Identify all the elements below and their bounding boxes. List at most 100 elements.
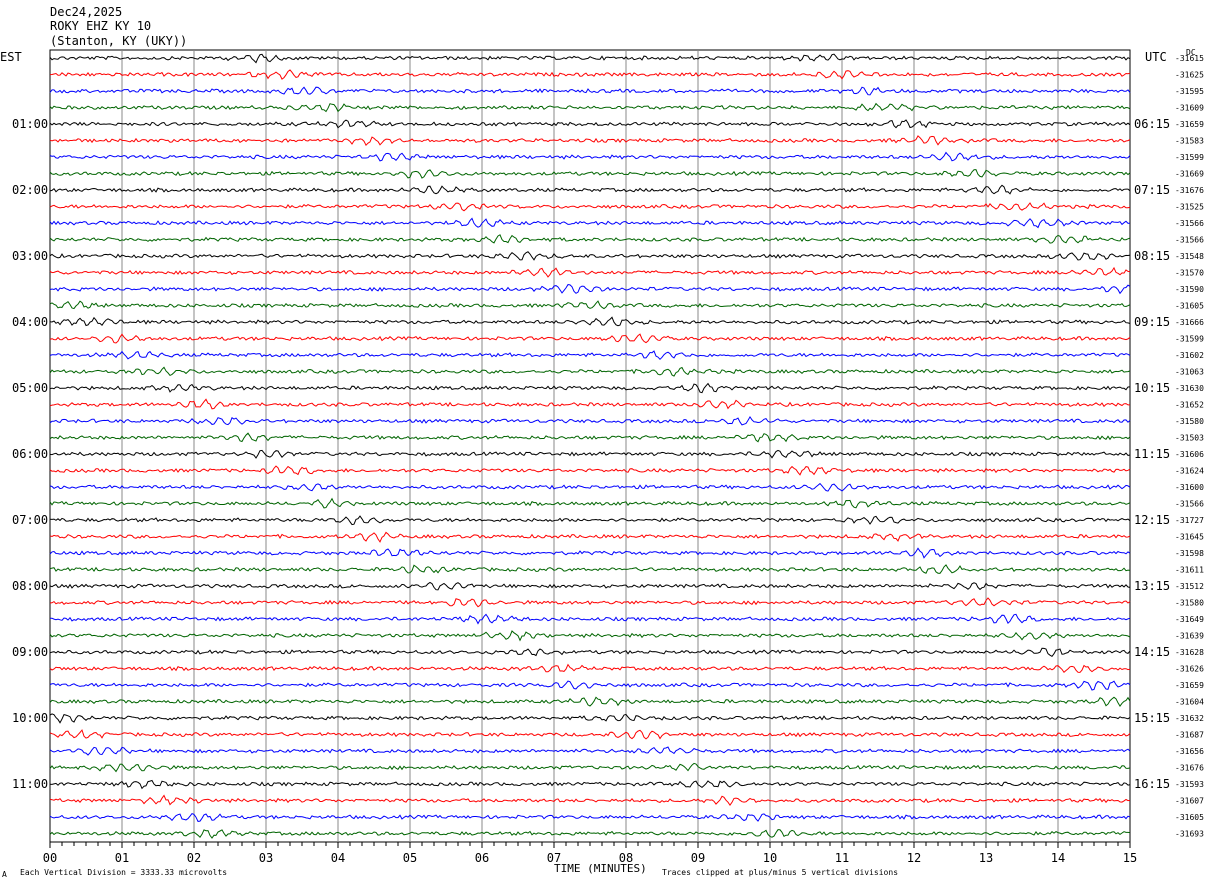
trace-offset-label: -31512 (1175, 582, 1204, 591)
trace-offset-label: -31570 (1175, 269, 1204, 278)
trace-offset-label: -31602 (1175, 351, 1204, 360)
trace-45 (49, 779, 1131, 790)
trace-offset-label: -31580 (1175, 599, 1204, 608)
left-hour-label: 09:00 (12, 645, 48, 659)
trace-offset-label: -31604 (1175, 698, 1204, 707)
trace-28 (49, 497, 1131, 509)
corner-mark: A (2, 870, 7, 879)
trace-offset-label: -31625 (1175, 71, 1204, 80)
trace-11 (49, 217, 1131, 229)
trace-13 (49, 251, 1131, 261)
trace-33 (49, 581, 1131, 591)
x-tick-label: 05 (403, 851, 417, 865)
trace-9 (49, 184, 1131, 195)
trace-24 (49, 432, 1131, 443)
trace-27 (49, 482, 1131, 492)
trace-34 (49, 597, 1131, 608)
trace-offset-label: -31548 (1175, 252, 1204, 261)
left-hour-label: 11:00 (12, 777, 48, 791)
right-hour-label: 12:15 (1134, 513, 1170, 527)
left-hour-label: 01:00 (12, 117, 48, 131)
trace-offset-label: -31600 (1175, 483, 1204, 492)
trace-29 (49, 515, 1131, 526)
trace-42 (49, 729, 1131, 740)
trace-offset-label: -31652 (1175, 401, 1204, 410)
trace-offset-label: -31624 (1175, 467, 1204, 476)
plot-frame (49, 49, 1131, 843)
trace-offset-label: -31676 (1175, 764, 1204, 773)
right-hour-label: 06:15 (1134, 117, 1170, 131)
trace-offset-label: -31669 (1175, 170, 1204, 179)
trace-offset-label: -31605 (1175, 302, 1204, 311)
trace-5 (49, 119, 1131, 129)
trace-47 (49, 812, 1131, 822)
trace-offset-label: -31606 (1175, 450, 1204, 459)
trace-offset-label: -31615 (1175, 54, 1204, 63)
trace-46 (49, 794, 1131, 806)
gridlines (121, 50, 1059, 842)
trace-10 (49, 202, 1131, 212)
trace-offset-label: -31503 (1175, 434, 1204, 443)
trace-8 (49, 169, 1131, 179)
trace-44 (49, 762, 1131, 773)
trace-41 (49, 713, 1131, 724)
trace-20 (49, 366, 1131, 377)
trace-23 (49, 415, 1131, 426)
trace-offset-label: -31599 (1175, 335, 1204, 344)
trace-3 (49, 86, 1131, 96)
right-hour-label: 16:15 (1134, 777, 1170, 791)
trace-offset-label: -31659 (1175, 681, 1204, 690)
trace-offset-label: -31580 (1175, 417, 1204, 426)
trace-4 (49, 102, 1131, 113)
trace-32 (49, 564, 1131, 574)
right-hour-label: 15:15 (1134, 711, 1170, 725)
trace-18 (49, 333, 1131, 344)
x-tick-label: 12 (907, 851, 921, 865)
dc-label: DC (1186, 48, 1196, 57)
right-timezone-label: UTC (1145, 50, 1167, 64)
trace-offset-label: -31593 (1175, 780, 1204, 789)
right-hour-label: 13:15 (1134, 579, 1170, 593)
trace-25 (49, 449, 1131, 459)
left-hour-label: 03:00 (12, 249, 48, 263)
header-date: Dec24,2025 (50, 5, 123, 19)
trace-15 (49, 284, 1131, 295)
trace-40 (49, 696, 1131, 708)
x-tick-label: 09 (691, 851, 705, 865)
trace-offset-label: -31525 (1175, 203, 1204, 212)
header-location: (Stanton, KY (UKY)) (50, 34, 188, 48)
x-tick-label: 00 (43, 851, 57, 865)
left-hour-label: 10:00 (12, 711, 48, 725)
trace-2 (49, 69, 1131, 80)
trace-offset-label: -31605 (1175, 813, 1204, 822)
trace-36 (49, 630, 1131, 642)
trace-offset-label: -31656 (1175, 747, 1204, 756)
right-hour-label: 14:15 (1134, 645, 1170, 659)
trace-offset-label: -31063 (1175, 368, 1204, 377)
trace-offset-label: -31607 (1175, 797, 1204, 806)
trace-offset-label: -31676 (1175, 186, 1204, 195)
x-tick-label: 02 (187, 851, 201, 865)
trace-26 (49, 465, 1131, 476)
x-tick-label: 14 (1051, 851, 1065, 865)
x-tick-label: 07 (547, 851, 561, 865)
trace-17 (49, 316, 1131, 327)
trace-22 (49, 398, 1130, 410)
trace-14 (49, 266, 1131, 278)
clip-note: Traces clipped at plus/minus 5 vertical … (662, 868, 899, 877)
trace-offset-label: -31566 (1175, 236, 1204, 245)
x-tick-label: 04 (331, 851, 345, 865)
x-tick-label: 10 (763, 851, 777, 865)
trace-37 (49, 647, 1131, 658)
trace-21 (49, 382, 1131, 394)
trace-31 (49, 547, 1131, 559)
right-hour-label: 10:15 (1134, 381, 1170, 395)
trace-offset-label: -31626 (1175, 665, 1204, 674)
trace-1 (49, 53, 1131, 64)
trace-6 (49, 135, 1131, 147)
trace-offset-label: -31566 (1175, 219, 1204, 228)
trace-16 (49, 300, 1131, 310)
trace-offset-label: -31583 (1175, 137, 1204, 146)
trace-offset-label: -31590 (1175, 285, 1204, 294)
